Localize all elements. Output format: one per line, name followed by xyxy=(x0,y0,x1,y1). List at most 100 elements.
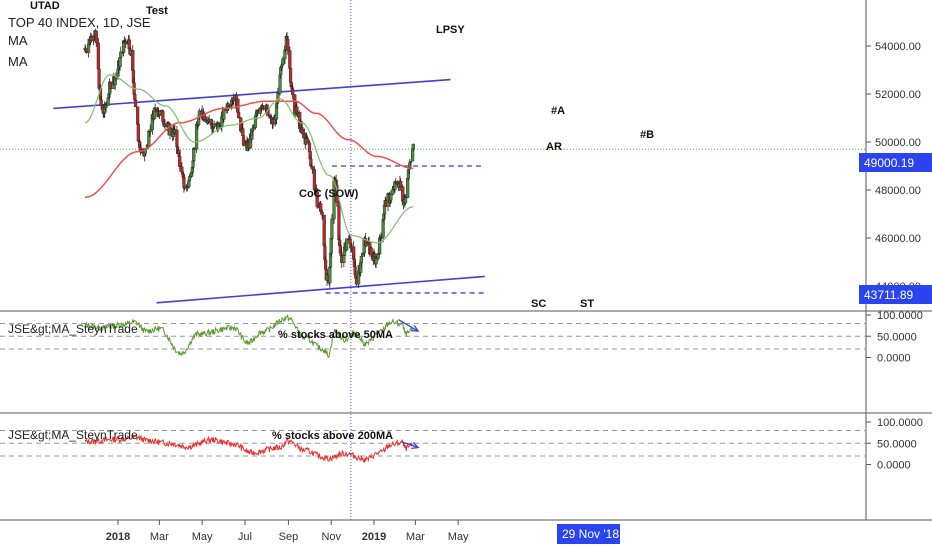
candle-body xyxy=(310,166,314,170)
ind-50ma-divergence-arrow xyxy=(398,319,419,332)
candle xyxy=(288,68,293,84)
candle xyxy=(178,151,182,172)
candle-body xyxy=(389,194,393,201)
candle-body xyxy=(411,144,415,149)
time-tick-label: Mar xyxy=(150,531,169,543)
indicator-1-title: % stocks above 50MA xyxy=(278,329,393,341)
time-tick-label: May xyxy=(192,531,213,543)
time-tick-label: Nov xyxy=(321,531,341,543)
candle xyxy=(337,200,341,241)
candle xyxy=(374,256,378,269)
indicator-panel-50ma: 100.0000 50.0000 0.0000 xyxy=(0,310,923,365)
annotation-lpsy: LPSY xyxy=(436,24,465,36)
candle-body xyxy=(131,49,135,71)
candle-body xyxy=(300,129,305,135)
candle xyxy=(251,124,255,132)
candle-body xyxy=(86,43,91,53)
ma200-line xyxy=(85,100,414,198)
candle-body xyxy=(319,203,323,211)
candle-body xyxy=(241,128,245,136)
ind-200ma-tick-label: 50.0000 xyxy=(877,438,917,450)
candle xyxy=(310,166,314,174)
ind-50ma-tick-label: 100.0000 xyxy=(877,310,923,322)
ind-50ma-tick-label: 50.0000 xyxy=(877,331,917,343)
candle xyxy=(281,56,285,66)
candle xyxy=(320,211,324,220)
candle-body xyxy=(399,180,403,188)
candle-body xyxy=(148,129,152,132)
candle-body xyxy=(342,255,346,263)
candle-body xyxy=(178,156,182,167)
cursor-date-label: 29 Nov '18 xyxy=(562,527,619,541)
price-tag-2-bg xyxy=(859,285,932,304)
ind-50ma-series-line xyxy=(84,313,414,359)
cursor-date-label-bg xyxy=(557,524,620,544)
indicator-panel-200ma: 100.0000 50.0000 0.0000 xyxy=(0,417,923,472)
candle xyxy=(237,110,241,119)
candle xyxy=(212,120,216,130)
candle-body xyxy=(403,197,408,204)
candle xyxy=(359,252,363,268)
trendline-2 xyxy=(156,275,485,304)
candle xyxy=(187,173,192,183)
candle-body xyxy=(305,138,309,144)
candle-body xyxy=(291,88,295,95)
candle-body xyxy=(180,166,184,173)
candle-body xyxy=(133,99,138,107)
candle-body xyxy=(136,124,140,142)
time-tick-label: Jul xyxy=(238,531,252,543)
ind-200ma-series-line xyxy=(84,433,414,463)
candle-body xyxy=(217,122,221,126)
candle-body xyxy=(288,50,292,69)
candle-body xyxy=(337,201,341,241)
candle-body xyxy=(406,177,410,198)
ma50-line xyxy=(84,74,414,244)
candle-body xyxy=(94,30,98,44)
candle-body xyxy=(187,176,192,182)
annotation-test: Test xyxy=(146,5,168,17)
candle-body xyxy=(373,253,377,257)
candle xyxy=(389,190,393,204)
ind-50ma-arrow-head xyxy=(411,324,420,332)
candle-body xyxy=(307,142,312,152)
candle xyxy=(345,238,349,252)
candle xyxy=(136,121,140,143)
candle xyxy=(286,36,290,55)
candle-body xyxy=(241,135,246,146)
candle xyxy=(315,188,319,209)
candle xyxy=(99,95,103,111)
candle xyxy=(104,101,108,112)
candle-body xyxy=(182,176,186,188)
ind-200ma-arrow-head xyxy=(411,442,420,449)
candle xyxy=(291,84,295,99)
candle-body xyxy=(322,214,326,247)
price-tag-1-bg xyxy=(859,153,932,172)
candle-body xyxy=(312,168,316,190)
candle xyxy=(94,29,98,47)
indicator-2-label: JSE&gt;MA_SteynTrade xyxy=(8,428,138,442)
candle xyxy=(364,243,368,247)
panel-frames xyxy=(0,0,932,521)
candle-body xyxy=(328,266,332,284)
candle xyxy=(408,160,413,166)
time-axis: 2018 Mar May Jul Sep Nov 2019 Mar May xyxy=(106,520,469,543)
candle-body xyxy=(118,56,122,67)
candle xyxy=(403,194,408,205)
time-tick-label: Mar xyxy=(406,531,425,543)
ind-200ma-tick-label: 100.0000 xyxy=(877,417,923,429)
candle xyxy=(399,178,403,191)
candle xyxy=(330,213,334,240)
candle-body xyxy=(222,108,226,120)
candle-body xyxy=(192,148,196,162)
price-tick-label: 54000.00 xyxy=(875,41,921,53)
candle-body xyxy=(408,160,413,164)
time-tick-label: Sep xyxy=(279,531,299,543)
candle xyxy=(411,143,415,152)
candle xyxy=(148,124,152,137)
candle-body xyxy=(99,99,103,107)
candle xyxy=(119,46,123,59)
candle-body xyxy=(345,238,349,251)
annotation-a: #A xyxy=(551,105,565,117)
price-tick-label: 52000.00 xyxy=(875,89,921,101)
